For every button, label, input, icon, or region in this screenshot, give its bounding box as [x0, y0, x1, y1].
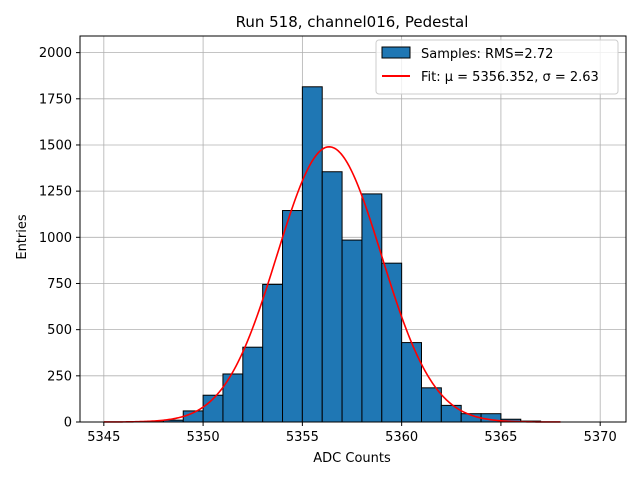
- x-axis-label: ADC Counts: [313, 451, 391, 466]
- legend: Samples: RMS=2.72 Fit: μ = 5356.352, σ =…: [376, 40, 618, 94]
- histogram-bar: [441, 405, 461, 422]
- y-tick-label: 250: [47, 369, 72, 384]
- y-tick-label: 500: [47, 323, 72, 338]
- histogram-bar: [322, 172, 342, 422]
- y-tick-label: 1750: [39, 92, 72, 107]
- legend-samples-label: Samples: RMS=2.72: [421, 47, 553, 62]
- y-tick-label: 0: [64, 416, 72, 431]
- histogram-bar: [302, 87, 322, 422]
- histogram-bar: [283, 211, 303, 422]
- y-tick-label: 1250: [39, 185, 72, 200]
- histogram-bar: [243, 347, 263, 422]
- histogram-bar: [342, 240, 362, 422]
- y-tick-label: 750: [47, 277, 72, 292]
- x-tick-label: 5360: [385, 430, 418, 445]
- y-axis-label: Entries: [15, 214, 30, 260]
- chart-title: Run 518, channel016, Pedestal: [236, 13, 469, 31]
- x-tick-label: 5350: [187, 430, 220, 445]
- y-tick-label: 1000: [39, 231, 72, 246]
- histogram-bar: [263, 284, 283, 422]
- histogram-bar: [362, 194, 382, 422]
- x-tick-label: 5355: [286, 430, 319, 445]
- x-tick-label: 5345: [87, 430, 120, 445]
- y-tick-label: 2000: [39, 46, 72, 61]
- legend-fit-label: Fit: μ = 5356.352, σ = 2.63: [421, 70, 599, 85]
- histogram-bar: [402, 343, 422, 422]
- histogram-bar: [421, 388, 441, 422]
- x-tick-label: 5365: [484, 430, 517, 445]
- y-tick-label: 1500: [39, 138, 72, 153]
- legend-samples-patch: [382, 47, 410, 58]
- histogram-bar: [223, 374, 243, 422]
- x-tick-label: 5370: [584, 430, 617, 445]
